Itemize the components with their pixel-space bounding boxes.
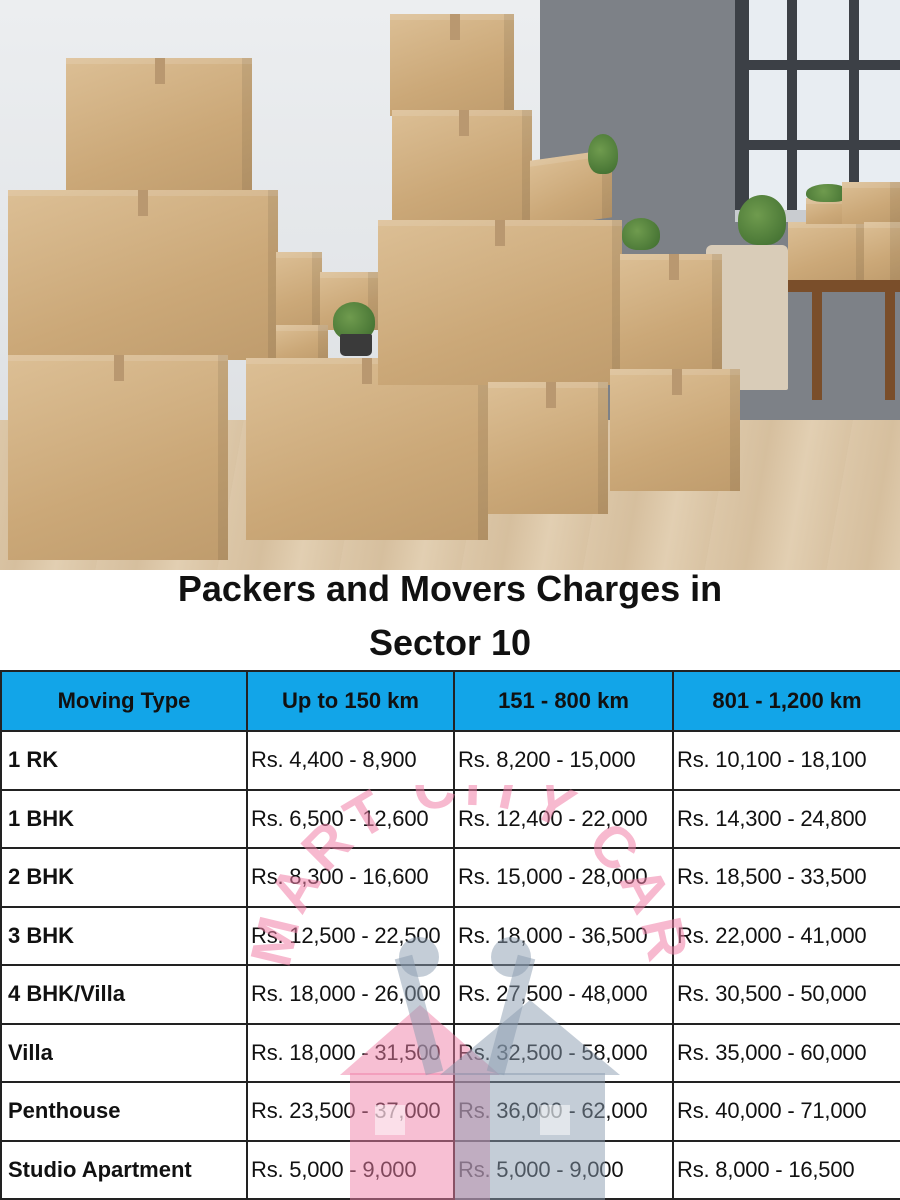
table-header-row: Moving Type Up to 150 km 151 - 800 km 80… bbox=[0, 670, 900, 732]
cardboard-box bbox=[276, 325, 328, 360]
table-row: Villa Rs. 18,000 - 31,500 Rs. 32,500 - 5… bbox=[0, 1022, 900, 1083]
cardboard-box bbox=[788, 222, 866, 280]
cardboard-box bbox=[276, 252, 322, 330]
cardboard-box bbox=[378, 220, 622, 385]
window-bar bbox=[787, 0, 797, 215]
price-cell: Rs. 5,000 - 9,000 bbox=[453, 1139, 674, 1200]
table-row: 4 BHK/Villa Rs. 18,000 - 26,000 Rs. 27,5… bbox=[0, 964, 900, 1025]
cardboard-box bbox=[246, 358, 488, 540]
cardboard-box bbox=[66, 58, 252, 196]
price-cell: Rs. 22,000 - 41,000 bbox=[672, 905, 900, 966]
price-cell: Rs. 18,000 - 26,000 bbox=[246, 964, 455, 1025]
potted-plant bbox=[333, 302, 375, 340]
cardboard-box bbox=[8, 355, 228, 560]
page-title: Packers and Movers Charges in Sector 10 bbox=[0, 562, 900, 670]
price-cell: Rs. 18,000 - 31,500 bbox=[246, 1022, 455, 1083]
table-leg bbox=[812, 290, 822, 400]
cardboard-box bbox=[620, 254, 722, 369]
price-cell: Rs. 8,200 - 15,000 bbox=[453, 730, 674, 791]
potted-plant bbox=[622, 218, 660, 250]
moving-type-cell: 1 BHK bbox=[0, 788, 248, 849]
price-cell: Rs. 14,300 - 24,800 bbox=[672, 788, 900, 849]
price-cell: Rs. 4,400 - 8,900 bbox=[246, 730, 455, 791]
cardboard-box bbox=[842, 182, 900, 224]
header-up-to-150-km: Up to 150 km bbox=[246, 670, 455, 732]
potted-plant bbox=[588, 134, 618, 174]
price-cell: Rs. 8,300 - 16,600 bbox=[246, 847, 455, 908]
title-line-2: Sector 10 bbox=[368, 622, 532, 663]
table-row: Penthouse Rs. 23,500 - 37,000 Rs. 36,000… bbox=[0, 1081, 900, 1142]
price-cell: Rs. 18,500 - 33,500 bbox=[672, 847, 900, 908]
cardboard-box bbox=[610, 369, 740, 491]
table-row: 3 BHK Rs. 12,500 - 22,500 Rs. 18,000 - 3… bbox=[0, 905, 900, 966]
cardboard-box bbox=[8, 190, 278, 360]
charges-table: Moving Type Up to 150 km 151 - 800 km 80… bbox=[0, 670, 900, 1200]
moving-type-cell: Penthouse bbox=[0, 1081, 248, 1142]
moving-type-cell: Villa bbox=[0, 1022, 248, 1083]
header-151-800-km: 151 - 800 km bbox=[453, 670, 674, 732]
price-cell: Rs. 18,000 - 36,500 bbox=[453, 905, 674, 966]
price-cell: Rs. 35,000 - 60,000 bbox=[672, 1022, 900, 1083]
moving-type-cell: 2 BHK bbox=[0, 847, 248, 908]
cardboard-box bbox=[390, 14, 514, 116]
price-cell: Rs. 23,500 - 37,000 bbox=[246, 1081, 455, 1142]
moving-type-cell: 4 BHK/Villa bbox=[0, 964, 248, 1025]
hero-photo-moving-boxes bbox=[0, 0, 900, 570]
table-row: Studio Apartment Rs. 5,000 - 9,000 Rs. 5… bbox=[0, 1139, 900, 1200]
table-row: 2 BHK Rs. 8,300 - 16,600 Rs. 15,000 - 28… bbox=[0, 847, 900, 908]
price-cell: Rs. 6,500 - 12,600 bbox=[246, 788, 455, 849]
price-cell: Rs. 8,000 - 16,500 bbox=[672, 1139, 900, 1200]
cardboard-box bbox=[864, 222, 900, 280]
moving-type-cell: 3 BHK bbox=[0, 905, 248, 966]
price-cell: Rs. 27,500 - 48,000 bbox=[453, 964, 674, 1025]
cardboard-box bbox=[488, 382, 608, 514]
price-cell: Rs. 10,100 - 18,100 bbox=[672, 730, 900, 791]
side-table bbox=[785, 280, 900, 292]
price-cell: Rs. 15,000 - 28,000 bbox=[453, 847, 674, 908]
title-line-1: Packers and Movers Charges in bbox=[177, 568, 723, 609]
potted-plant bbox=[806, 184, 850, 202]
window-bar bbox=[749, 60, 900, 70]
price-cell: Rs. 36,000 - 62,000 bbox=[453, 1081, 674, 1142]
price-cell: Rs. 12,500 - 22,500 bbox=[246, 905, 455, 966]
window bbox=[735, 0, 900, 215]
price-cell: Rs. 32,500 - 58,000 bbox=[453, 1022, 674, 1083]
table-leg bbox=[885, 290, 895, 400]
header-moving-type: Moving Type bbox=[0, 670, 248, 732]
header-801-1200-km: 801 - 1,200 km bbox=[672, 670, 900, 732]
moving-type-cell: 1 RK bbox=[0, 730, 248, 791]
price-cell: Rs. 5,000 - 9,000 bbox=[246, 1139, 455, 1200]
potted-plant bbox=[738, 195, 786, 245]
price-cell: Rs. 12,400 - 22,000 bbox=[453, 788, 674, 849]
price-cell: Rs. 30,500 - 50,000 bbox=[672, 964, 900, 1025]
window-bar bbox=[749, 140, 900, 150]
table-row: 1 RK Rs. 4,400 - 8,900 Rs. 8,200 - 15,00… bbox=[0, 730, 900, 791]
price-cell: Rs. 40,000 - 71,000 bbox=[672, 1081, 900, 1142]
window-bar bbox=[849, 0, 859, 215]
table-row: 1 BHK Rs. 6,500 - 12,600 Rs. 12,400 - 22… bbox=[0, 788, 900, 849]
cardboard-box bbox=[392, 110, 532, 222]
plant-pot bbox=[340, 334, 372, 356]
moving-type-cell: Studio Apartment bbox=[0, 1139, 248, 1200]
